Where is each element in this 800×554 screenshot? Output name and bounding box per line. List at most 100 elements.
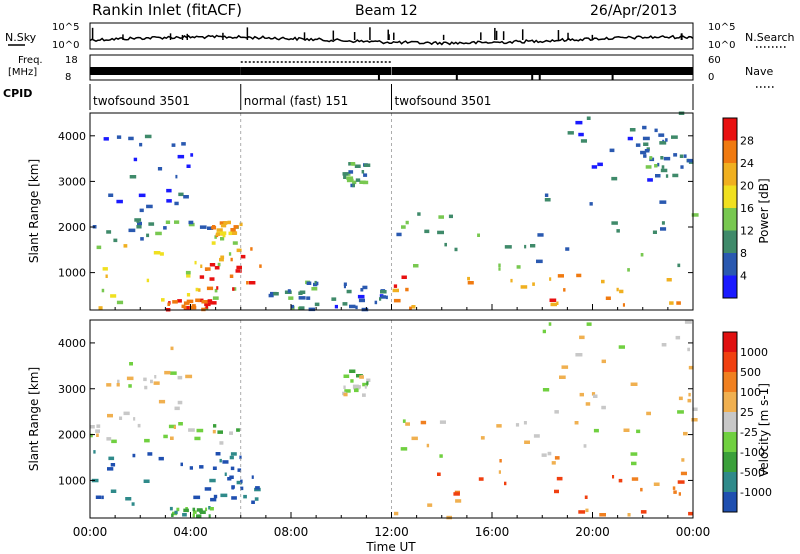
heatmap-cell: [232, 241, 238, 245]
heatmap-cell: [210, 497, 217, 502]
heatmap-cell: [199, 510, 206, 514]
heatmap-cell: [498, 470, 501, 474]
heatmap-cell: [195, 287, 199, 292]
heatmap-cell: [170, 436, 174, 440]
heatmap-cell: [165, 220, 171, 224]
heatmap-cell: [350, 379, 354, 383]
heatmap-cell: [239, 455, 242, 460]
heatmap-cell: [660, 227, 667, 231]
heatmap-cell: [230, 228, 236, 232]
heatmap-cell: [541, 453, 547, 457]
heatmap-cell: [174, 201, 179, 206]
nsearch-label: N.Search: [745, 31, 795, 44]
heatmap-cell: [197, 298, 204, 303]
heatmap-cell: [128, 136, 134, 141]
heatmap-cell: [360, 288, 364, 292]
heatmap-cell: [687, 347, 690, 352]
heatmap-cell: [366, 378, 371, 382]
heatmap-cell: [119, 416, 123, 420]
heatmap-cell: [166, 188, 172, 193]
heatmap-cell: [593, 394, 598, 398]
heatmap-cell: [669, 301, 674, 305]
heatmap-cell: [144, 438, 150, 443]
heatmap-cell: [287, 289, 291, 293]
heatmap-cell: [675, 335, 681, 340]
heatmap-cell: [575, 120, 583, 125]
heatmap-cell: [666, 278, 672, 282]
heatmap-cell: [380, 295, 386, 299]
colorbar-segment: [723, 185, 737, 208]
heatmap-cell: [352, 384, 359, 389]
heatmap-cell: [98, 306, 103, 310]
heatmap-cell: [554, 489, 559, 494]
power-colorbar-label: Power [dB]: [757, 178, 771, 243]
heatmap-cell: [683, 431, 688, 436]
heatmap-cell: [96, 245, 102, 250]
heatmap-cell: [239, 222, 243, 227]
heatmap-cell: [170, 371, 177, 375]
colorbar-tick-label: 24: [740, 157, 754, 170]
heatmap-cell: [550, 302, 557, 307]
heatmap-cell: [551, 461, 556, 465]
heatmap-cell: [660, 156, 664, 160]
heatmap-cell: [172, 300, 178, 304]
heatmap-cell: [217, 430, 223, 434]
heatmap-cell: [138, 193, 146, 198]
heatmap-cell: [396, 232, 402, 237]
heatmap-cell: [250, 247, 253, 251]
heatmap-cell: [212, 296, 219, 300]
heatmap-cell: [174, 220, 180, 224]
heatmap-cell: [183, 301, 190, 305]
heatmap-cell: [585, 402, 591, 406]
heatmap-cell: [654, 164, 658, 168]
heatmap-cell: [358, 385, 361, 389]
heatmap-cell: [137, 221, 142, 226]
freq-unit-label: [MHz]: [8, 67, 37, 78]
heatmap-cell: [683, 154, 687, 158]
heatmap-cell: [439, 420, 446, 424]
colorbar-tick-label: -1000: [740, 486, 772, 499]
heatmap-cell: [453, 492, 460, 496]
heatmap-cell: [355, 178, 361, 182]
heatmap-cell: [299, 306, 305, 310]
heatmap-cell: [185, 270, 191, 275]
heatmap-cell: [171, 143, 176, 147]
time-tick-label: 08:00: [274, 525, 309, 539]
heatmap-cell: [394, 511, 399, 516]
heatmap-cell: [561, 365, 569, 369]
heatmap-cell: [298, 296, 306, 300]
heatmap-cell: [647, 178, 653, 182]
colorbar-segment: [723, 140, 737, 163]
heatmap-cell: [343, 175, 347, 179]
heatmap-cell: [393, 298, 401, 303]
heatmap-cell: [240, 254, 246, 259]
colorbar-tick-label: 12: [740, 225, 754, 238]
heatmap-cell: [616, 229, 620, 233]
heatmap-cell: [619, 289, 624, 294]
heatmap-cell: [405, 287, 409, 292]
heatmap-cell: [646, 411, 651, 416]
heatmap-cell: [157, 167, 163, 171]
power-x-ticks: [89, 304, 694, 310]
heatmap-cell: [183, 305, 191, 310]
heatmap-cell: [181, 142, 186, 146]
heatmap-cell: [196, 428, 204, 433]
colorbar-tick-label: -100: [740, 446, 765, 459]
heatmap-cell: [680, 165, 684, 169]
heatmap-cell: [653, 482, 660, 486]
heatmap-cell: [208, 514, 211, 518]
heatmap-cell: [163, 434, 168, 439]
heatmap-cell: [148, 222, 155, 226]
heatmap-cell: [659, 141, 667, 145]
heatmap-cell: [133, 157, 138, 162]
heatmap-cell: [219, 441, 224, 445]
heatmap-cell: [629, 128, 636, 132]
heatmap-cell: [362, 382, 368, 387]
heatmap-cell: [392, 288, 399, 293]
heatmap-cell: [510, 278, 513, 283]
heatmap-cell: [359, 375, 364, 379]
heatmap-cell: [236, 248, 242, 253]
heatmap-cell: [95, 495, 101, 499]
heatmap-cell: [524, 244, 527, 249]
heatmap-cell: [229, 475, 234, 479]
